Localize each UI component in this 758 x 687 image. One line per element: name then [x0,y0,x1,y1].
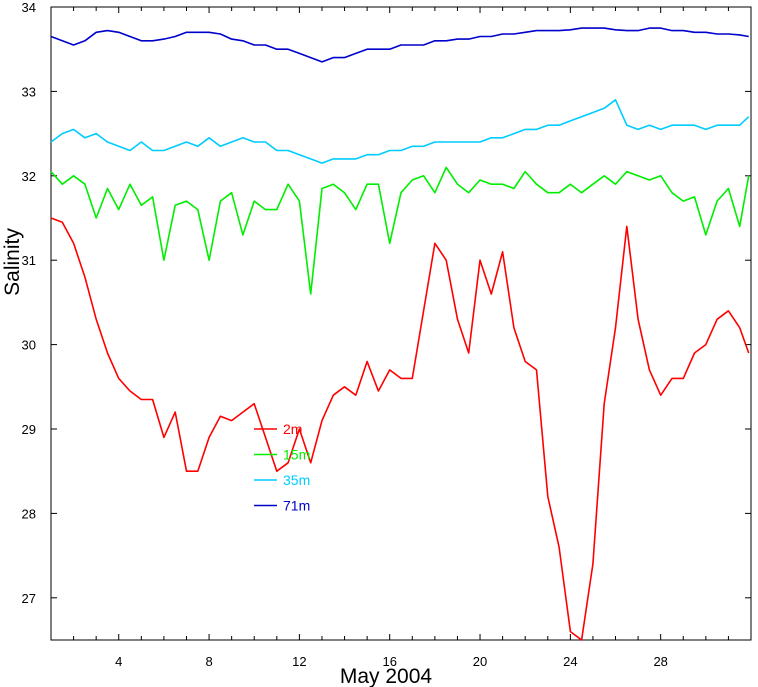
x-axis-title: May 2004 [340,665,433,687]
x-tick-label: 16 [382,654,396,669]
legend-label-15m: 15m [283,447,310,463]
series-line-15m [50,166,750,295]
legend-label-2m: 2m [283,421,302,437]
legend-label-35m: 35m [283,472,310,488]
series-lines [50,27,750,641]
y-tick-label: 33 [22,84,36,99]
x-tick-label: 28 [653,654,667,669]
series-line-2m [50,217,750,641]
y-tick-label: 32 [22,169,36,184]
y-axis-title: Salinity [1,228,24,296]
y-tick-label: 31 [22,253,36,268]
plot-frame [50,6,752,641]
x-tick-label: 20 [473,654,487,669]
x-tick-label: 4 [115,654,122,669]
y-tick-label: 29 [22,422,36,437]
series-line-71m [50,27,749,63]
y-tick-label: 30 [22,338,36,353]
series-line-35m [50,99,750,164]
x-tick-label: 24 [563,654,577,669]
x-tick-label: 8 [205,654,212,669]
x-tick-label: 12 [292,654,306,669]
x-axis-ticks: 4 8 12 16 20 24 28 [50,7,752,669]
y-tick-label: 27 [22,591,36,606]
y-axis-ticks: 27 28 29 30 31 32 33 34 [22,0,751,606]
legend: 2m 15m 35m 71m [254,421,310,514]
y-tick-label: 28 [22,506,36,521]
y-tick-label: 34 [22,0,36,15]
legend-label-71m: 71m [283,498,310,514]
